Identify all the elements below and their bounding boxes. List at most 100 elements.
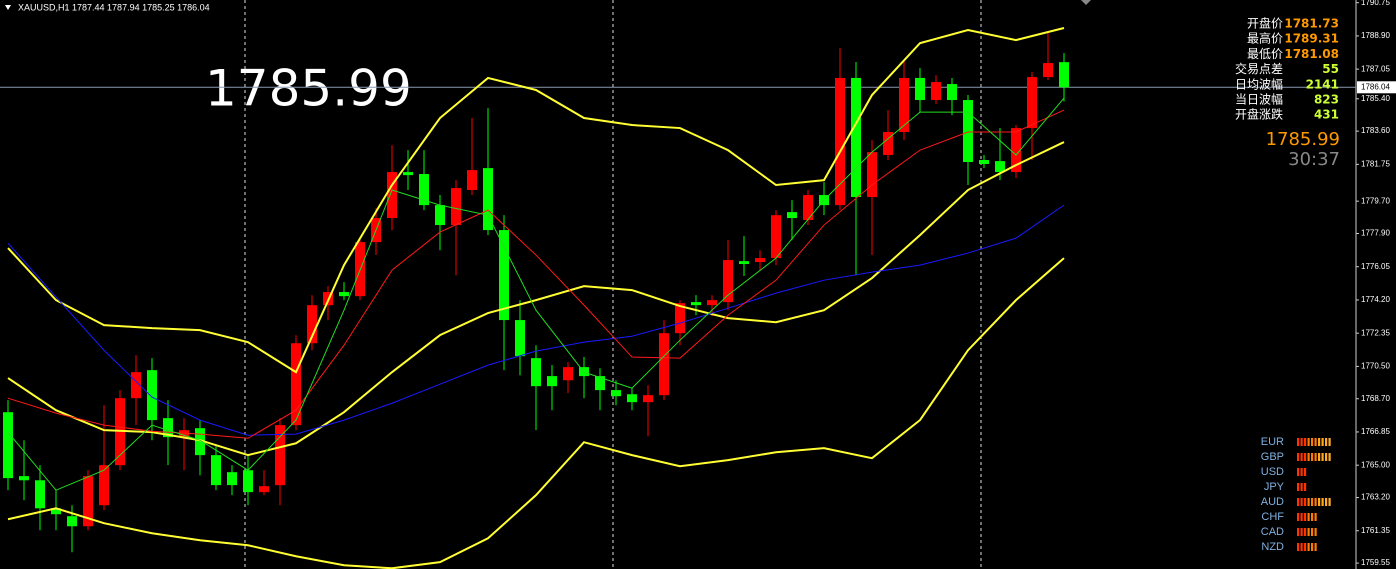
candle-body (931, 82, 941, 101)
indicator-line (7, 97, 1065, 491)
info-label: 当日波幅 (1235, 92, 1283, 107)
strength-segment (1304, 498, 1307, 506)
candle-body (675, 303, 685, 334)
candle-body (35, 480, 45, 509)
candle-body (547, 376, 557, 387)
candle-body (435, 205, 445, 226)
candle-body (515, 320, 525, 357)
info-value: 2141 (1306, 77, 1339, 91)
strength-segment (1300, 468, 1303, 476)
candle-body (643, 395, 653, 403)
currency-name: CHF (1261, 511, 1284, 523)
strength-segment (1297, 453, 1300, 461)
candle-body (1043, 63, 1053, 78)
currency-name: EUR (1261, 436, 1284, 448)
strength-segment (1314, 498, 1317, 506)
strength-segment (1304, 528, 1307, 536)
strength-segment (1314, 453, 1317, 461)
candle-body (387, 172, 397, 219)
candle-body (1011, 128, 1021, 173)
current-price-label: 1786.04 (1361, 82, 1390, 91)
strength-segment (1300, 528, 1303, 536)
candle-body (883, 132, 893, 156)
y-tick-label: 1787.05 (1361, 64, 1390, 73)
candle-body (723, 260, 733, 303)
currency-name: NZD (1261, 541, 1284, 553)
strength-segment (1297, 513, 1300, 521)
candle-body (259, 486, 269, 493)
candle-body (531, 358, 541, 387)
candle-body (163, 418, 173, 438)
y-tick-label: 1766.85 (1361, 427, 1390, 436)
strength-segment (1325, 453, 1328, 461)
candle-body (99, 465, 109, 506)
info-value: 1789.31 (1284, 32, 1339, 46)
strength-segment (1318, 453, 1321, 461)
candle-body (339, 292, 349, 297)
currency-name: USD (1261, 466, 1284, 478)
strength-segment (1300, 498, 1303, 506)
indicator-line (7, 257, 1065, 569)
info-label: 交易点差 (1235, 61, 1283, 76)
strength-segment (1314, 438, 1317, 446)
strength-segment (1314, 513, 1317, 521)
info-label: 日均波幅 (1235, 76, 1283, 91)
indicator-line (7, 204, 1065, 436)
currency-name: AUD (1261, 496, 1284, 508)
candle-body (131, 372, 141, 399)
strength-segment (1297, 438, 1300, 446)
timer: 30:37 (1288, 149, 1340, 170)
candle-body (243, 470, 253, 493)
y-tick-label: 1779.70 (1361, 196, 1390, 205)
strength-segment (1321, 438, 1324, 446)
strength-bar (1297, 453, 1331, 461)
strength-segment (1328, 438, 1331, 446)
strength-bar (1297, 483, 1307, 491)
candle-body (211, 455, 221, 486)
y-tick-label: 1781.75 (1361, 159, 1390, 168)
candle-body (691, 302, 701, 306)
strength-segment (1297, 543, 1300, 551)
strength-segment (1297, 468, 1300, 476)
strength-segment (1311, 513, 1314, 521)
strength-segment (1311, 498, 1314, 506)
strength-segment (1311, 438, 1314, 446)
info-value: 823 (1314, 93, 1339, 107)
indicator-line (7, 141, 1065, 457)
y-tick-label: 1768.70 (1361, 394, 1390, 403)
strength-segment (1297, 498, 1300, 506)
info-label: 最低价 (1247, 47, 1283, 61)
currency-name: JPY (1264, 481, 1285, 493)
strength-segment (1304, 483, 1307, 491)
info-label: 最高价 (1247, 31, 1283, 46)
candle-body (51, 508, 61, 515)
candle-body (595, 376, 605, 391)
current-price-box (1357, 81, 1396, 94)
y-tick-label: 1761.35 (1361, 526, 1390, 535)
currency-name: GBP (1261, 451, 1284, 463)
strength-segment (1328, 453, 1331, 461)
candle-body (275, 425, 285, 486)
strength-segment (1304, 453, 1307, 461)
candle-body (3, 412, 13, 479)
strength-segment (1321, 453, 1324, 461)
y-tick-label: 1763.20 (1361, 493, 1390, 502)
info-value: 1781.08 (1284, 47, 1339, 61)
strength-segment (1307, 498, 1310, 506)
currency-name: CAD (1261, 526, 1284, 538)
candle-body (787, 212, 797, 219)
header: XAUUSD,H1 1787.44 1787.94 1785.25 1786.0… (18, 2, 210, 12)
candle-body (739, 261, 749, 265)
candle-body (627, 394, 637, 403)
strength-segment (1304, 543, 1307, 551)
candle-body (1059, 62, 1069, 88)
candle-body (147, 370, 157, 421)
candle-body (403, 172, 413, 176)
strength-bar (1297, 498, 1331, 506)
strength-segment (1318, 498, 1321, 506)
candle-body (499, 230, 509, 321)
candle-body (563, 367, 573, 381)
strength-segment (1300, 453, 1303, 461)
strength-segment (1300, 483, 1303, 491)
